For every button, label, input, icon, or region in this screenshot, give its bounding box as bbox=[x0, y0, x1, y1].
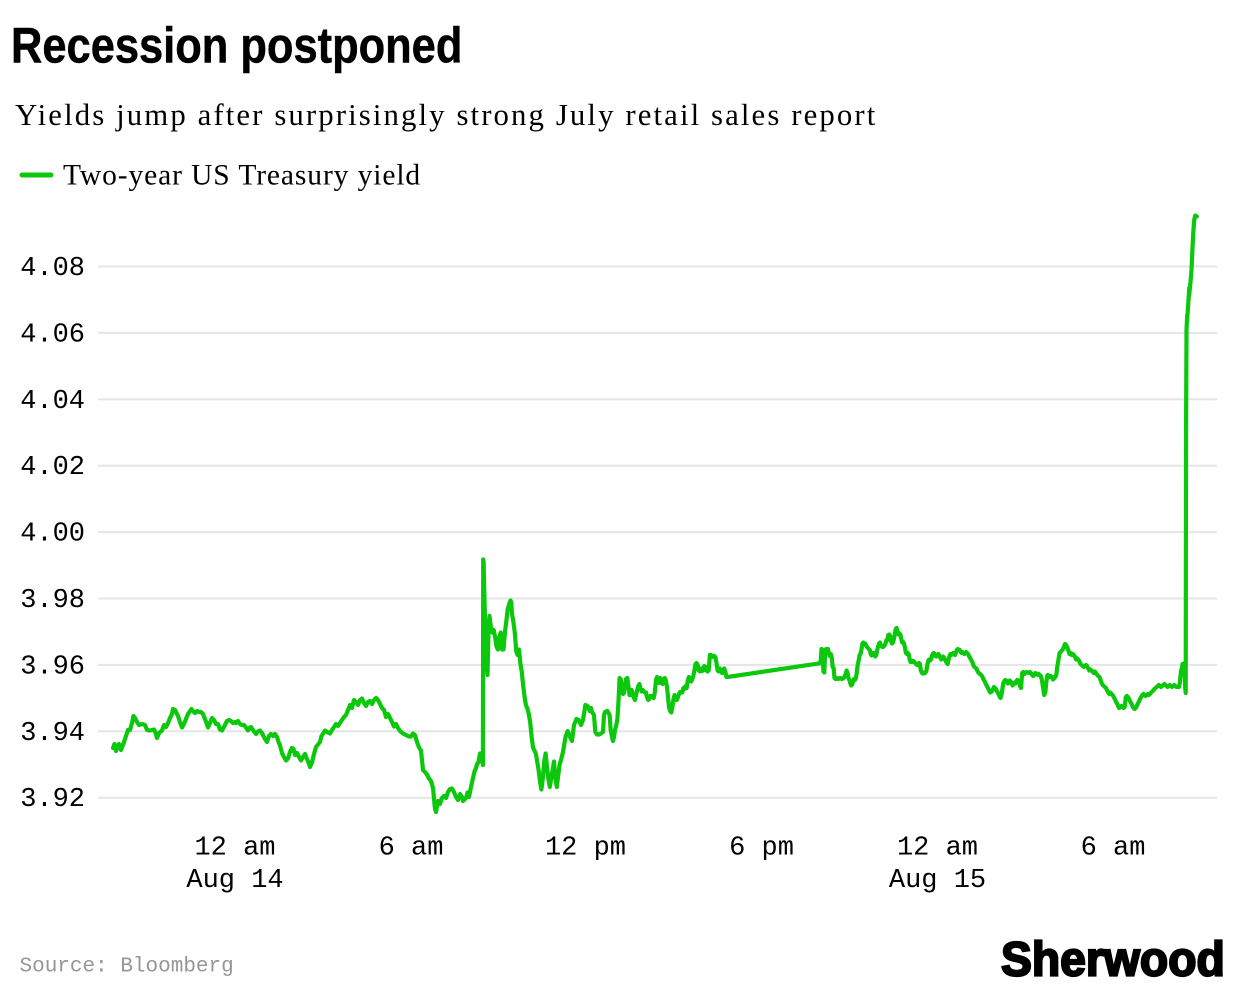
svg-text:12 am: 12 am bbox=[194, 834, 275, 864]
svg-text:Aug 15: Aug 15 bbox=[889, 866, 986, 896]
svg-text:Aug 14: Aug 14 bbox=[186, 866, 283, 896]
svg-text:6 pm: 6 pm bbox=[729, 834, 794, 864]
svg-text:6 am: 6 am bbox=[1081, 834, 1146, 864]
svg-text:Recession postponed: Recession postponed bbox=[11, 18, 462, 74]
svg-text:3.98: 3.98 bbox=[20, 586, 85, 616]
svg-text:Two-year US Treasury yield: Two-year US Treasury yield bbox=[63, 160, 421, 192]
svg-text:Yields jump after surprisingly: Yields jump after surprisingly strong Ju… bbox=[15, 98, 877, 132]
svg-text:4.02: 4.02 bbox=[20, 453, 85, 483]
svg-text:4.08: 4.08 bbox=[20, 254, 85, 284]
svg-text:12 am: 12 am bbox=[897, 834, 978, 864]
svg-text:4.04: 4.04 bbox=[20, 387, 85, 417]
svg-text:3.96: 3.96 bbox=[20, 652, 85, 682]
svg-text:6 am: 6 am bbox=[379, 834, 444, 864]
svg-text:3.92: 3.92 bbox=[20, 785, 85, 815]
svg-text:3.94: 3.94 bbox=[20, 719, 85, 749]
svg-text:4.06: 4.06 bbox=[20, 320, 85, 350]
svg-text:12 pm: 12 pm bbox=[545, 834, 626, 864]
svg-text:4.00: 4.00 bbox=[20, 520, 85, 550]
svg-text:Sherwood: Sherwood bbox=[1001, 932, 1225, 986]
svg-text:Source: Bloomberg: Source: Bloomberg bbox=[20, 956, 234, 979]
